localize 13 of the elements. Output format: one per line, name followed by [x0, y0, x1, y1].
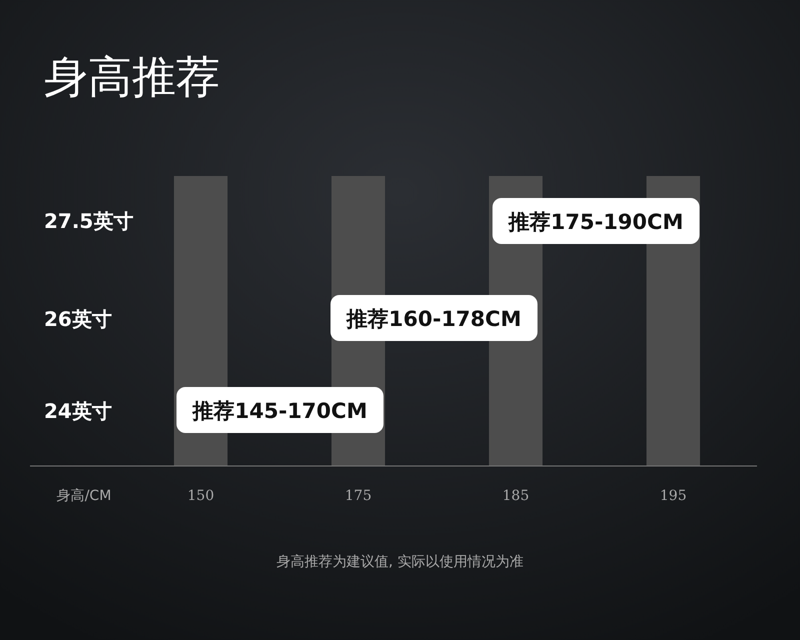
x-tick-label: 195	[660, 488, 687, 504]
x-tick-label: 185	[502, 488, 530, 504]
x-tick-label: 175	[344, 488, 372, 504]
x-tick-label: 150	[187, 488, 214, 504]
annotation: 推荐160-178CM	[346, 307, 522, 331]
text: 身高推荐为建议值, 实际以使用情况为准	[276, 554, 524, 570]
chart-title: 身高推荐	[44, 52, 220, 103]
annotation: 26英寸	[44, 307, 112, 331]
annotation: 推荐175-190CM	[508, 210, 684, 234]
annotation: 推荐145-170CM	[192, 399, 368, 423]
annotation: 27.5英寸	[44, 209, 134, 233]
x-axis-title: 身高/CM	[56, 488, 112, 504]
annotation: 24英寸	[44, 399, 112, 423]
